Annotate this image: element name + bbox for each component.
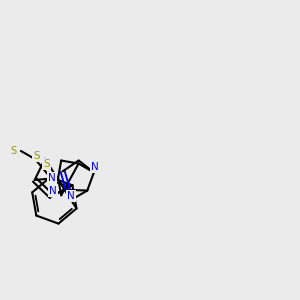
Text: N: N (67, 191, 75, 201)
Text: N: N (48, 173, 56, 183)
Text: S: S (43, 159, 50, 169)
Text: S: S (33, 151, 40, 161)
Text: N: N (92, 162, 99, 172)
Text: S: S (11, 146, 16, 156)
Text: N: N (49, 186, 57, 196)
